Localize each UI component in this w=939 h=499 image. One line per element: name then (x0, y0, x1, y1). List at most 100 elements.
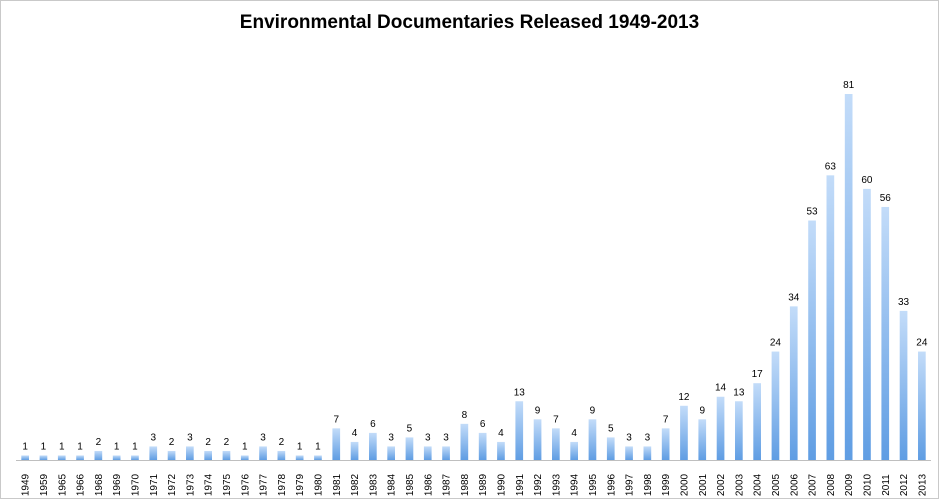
bar-2000 (680, 405, 688, 460)
value-label-1980: 1 (315, 441, 321, 452)
bar-2007 (808, 220, 816, 460)
bar-1969 (112, 455, 121, 460)
x-tick-label-1982: 1982 (350, 473, 361, 496)
bar-1966 (76, 455, 84, 460)
x-tick-label-1971: 1971 (149, 473, 160, 496)
value-label-1987: 3 (443, 432, 449, 443)
bar-1982 (350, 441, 359, 460)
value-label-2009: 81 (843, 80, 855, 91)
bar-1949 (21, 455, 29, 460)
bar-1992 (533, 419, 542, 460)
x-tick-label-2005: 2005 (771, 473, 782, 496)
value-label-1975: 2 (224, 437, 230, 448)
value-label-1974: 2 (205, 437, 211, 448)
x-tick-label-1993: 1993 (551, 473, 562, 496)
bar-1986 (423, 446, 432, 460)
x-tick-label-1986: 1986 (423, 473, 434, 496)
value-label-1999: 7 (663, 414, 669, 425)
bar-2011 (881, 206, 890, 460)
x-tick-label-1977: 1977 (259, 473, 270, 496)
value-label-1966: 1 (77, 441, 83, 452)
bar-1979 (295, 455, 304, 460)
x-tick-label-2006: 2006 (789, 473, 800, 496)
x-tick-label-1997: 1997 (625, 473, 636, 496)
bar-1984 (387, 446, 395, 460)
x-tick-label-1990: 1990 (496, 473, 507, 496)
bar-2006 (789, 306, 798, 460)
x-tick-label-1965: 1965 (57, 473, 68, 496)
bar-1978 (277, 450, 286, 460)
bar-2002 (716, 396, 725, 460)
bar-1972 (167, 450, 176, 460)
value-label-2002: 14 (715, 383, 727, 394)
x-tick-label-1980: 1980 (313, 473, 324, 496)
x-tick-label-1975: 1975 (222, 473, 233, 496)
bars-group (21, 94, 926, 460)
value-label-1949: 1 (22, 441, 28, 452)
x-tick-label-1976: 1976 (240, 473, 251, 496)
x-tick-label-1981: 1981 (332, 473, 343, 496)
bar-1990 (497, 441, 505, 460)
bar-1985 (405, 437, 414, 460)
bar-2001 (698, 419, 707, 460)
x-tick-label-2003: 2003 (734, 473, 745, 496)
value-label-1997: 3 (626, 432, 632, 443)
value-label-1971: 3 (150, 432, 156, 443)
bar-1993 (552, 428, 560, 460)
x-tick-label-1988: 1988 (460, 473, 471, 496)
value-label-2004: 17 (752, 369, 764, 380)
value-label-1978: 2 (279, 437, 285, 448)
value-label-1994: 4 (571, 428, 577, 439)
x-tick-label-2009: 2009 (844, 473, 855, 496)
x-tick-labels-group: 1949 1959 1965 1966 1968 1969 1970 1971 1972 1973… (21, 473, 929, 496)
x-tick-label-1994: 1994 (570, 473, 581, 496)
value-label-2003: 13 (733, 387, 745, 398)
value-label-1998: 3 (645, 432, 651, 443)
value-label-1979: 1 (297, 441, 303, 452)
bar-1975 (222, 450, 231, 460)
x-tick-label-1999: 1999 (661, 473, 672, 496)
bar-1968 (94, 450, 103, 460)
value-label-1970: 1 (132, 441, 138, 452)
bar-1997 (625, 446, 633, 460)
x-tick-label-2008: 2008 (826, 473, 837, 496)
x-tick-label-1972: 1972 (167, 473, 178, 496)
value-label-1959: 1 (41, 441, 47, 452)
value-label-1982: 4 (352, 428, 358, 439)
value-label-2011: 56 (880, 193, 892, 204)
bar-1991 (515, 401, 524, 460)
value-label-1995: 9 (590, 405, 596, 416)
value-label-1990: 4 (498, 428, 504, 439)
value-label-2006: 34 (788, 292, 800, 303)
bar-1974 (204, 450, 212, 460)
bar-1983 (369, 432, 377, 460)
x-tick-label-1987: 1987 (442, 473, 453, 496)
value-label-1984: 3 (388, 432, 394, 443)
value-label-1983: 6 (370, 419, 376, 430)
chart-title: Environmental Documentaries Released 194… (239, 12, 700, 33)
value-label-1976: 1 (242, 441, 248, 452)
x-tick-label-1989: 1989 (478, 473, 489, 496)
bar-1970 (131, 455, 139, 460)
value-label-1968: 2 (96, 437, 102, 448)
value-label-1991: 13 (514, 387, 526, 398)
value-label-1988: 8 (462, 410, 468, 421)
value-label-1972: 2 (169, 437, 175, 448)
bar-2005 (771, 351, 780, 460)
bar-1999 (661, 428, 670, 460)
x-tick-label-1995: 1995 (588, 473, 599, 496)
value-label-2012: 33 (898, 297, 910, 308)
x-tick-label-2011: 2011 (881, 474, 892, 496)
bar-1987 (442, 446, 450, 460)
bar-1981 (332, 428, 341, 460)
bar-2010 (863, 188, 871, 460)
bar-2003 (735, 401, 743, 460)
x-tick-label-2001: 2001 (698, 473, 709, 496)
value-label-1985: 5 (407, 423, 413, 434)
x-tick-label-2013: 2013 (917, 473, 928, 496)
bar-2012 (899, 310, 908, 460)
value-label-1981: 7 (333, 414, 339, 425)
x-tick-label-1978: 1978 (277, 473, 288, 496)
